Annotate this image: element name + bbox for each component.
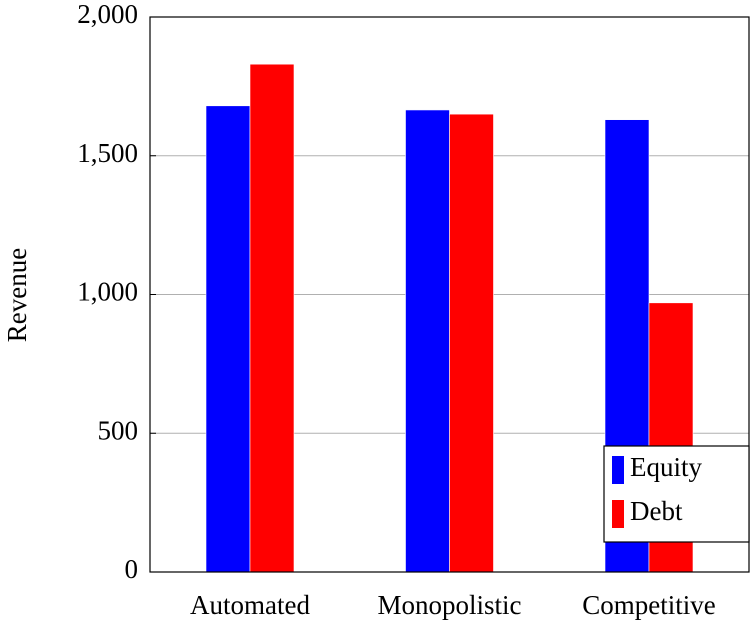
bar: [205, 105, 251, 573]
y-axis-label: Revenue: [2, 248, 32, 342]
legend-box: [603, 445, 750, 543]
y-tick-label: 1,500: [77, 138, 138, 168]
legend-swatch: [612, 500, 624, 528]
plot-frame: [149, 16, 750, 573]
bar: [449, 113, 494, 573]
x-tick-label: Automated: [190, 590, 310, 620]
y-tick-label: 2,000: [77, 0, 138, 29]
legend-swatch: [612, 456, 624, 484]
x-tick-label: Competitive: [582, 590, 716, 620]
y-tick-label: 500: [98, 415, 139, 445]
legend-label: Debt: [630, 496, 683, 526]
bar: [249, 63, 295, 573]
y-tick-label: 0: [125, 554, 139, 584]
y-tick-label: 1,000: [77, 277, 138, 307]
legend-label: Equity: [630, 452, 702, 482]
x-tick-label: Monopolistic: [377, 590, 521, 620]
bar: [405, 109, 450, 573]
